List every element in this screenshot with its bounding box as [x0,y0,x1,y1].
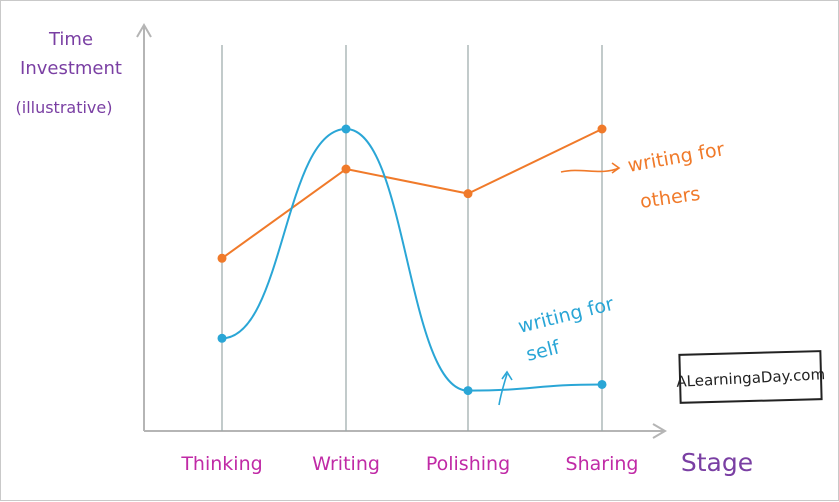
data-point-self-sharing [597,379,607,389]
self-label-arrowhead [501,370,513,381]
data-point-others-polishing [463,189,473,199]
others-series-label-line1: writing for [626,138,726,177]
y-axis-arrow [136,23,152,38]
data-point-self-polishing [463,386,473,396]
y-axis-label-line2: Investment [20,58,122,79]
others-label-arrow [560,167,620,173]
self-series-label-line2: self [524,336,563,366]
data-point-self-writing [341,124,351,134]
x-tick-label-sharing: Sharing [566,453,639,475]
self-series-label-line1: writing for [516,293,616,338]
self-label-arrow [498,373,508,406]
others-label-arrowhead [611,162,621,174]
x-tick-label-writing: Writing [312,453,380,475]
others-series-label-line2: others [639,183,702,213]
data-point-others-thinking [217,253,227,263]
x-axis-label: Stage [681,448,753,477]
data-point-self-thinking [217,333,227,343]
y-axis-label-line3: (illustrative) [16,98,113,117]
series-line-self [221,128,603,392]
x-axis-arrow [652,423,667,439]
watermark-box [678,350,823,404]
y-axis-label-line1: Time [48,29,93,50]
data-point-others-sharing [597,124,607,134]
data-point-others-writing [341,164,351,174]
series-line-others [221,128,603,260]
x-tick-label-thinking: Thinking [180,453,262,475]
x-tick-label-polishing: Polishing [426,453,510,475]
